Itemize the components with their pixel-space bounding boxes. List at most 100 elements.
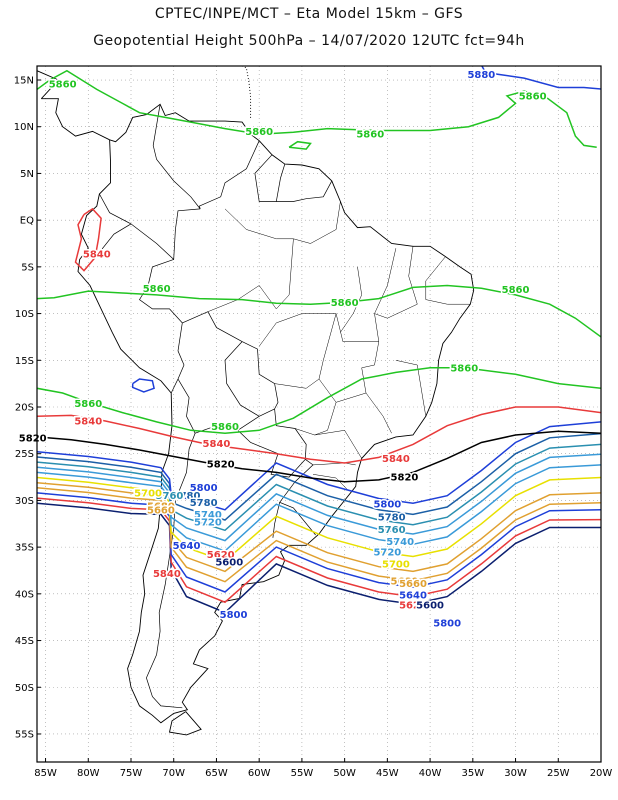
country-border <box>152 104 201 210</box>
contour-label-5860: 5860 <box>450 363 478 374</box>
contour-label-5740: 5740 <box>386 537 414 548</box>
country-border <box>237 408 307 478</box>
coastlines-and-borders <box>37 66 475 736</box>
contour-5880-line <box>481 66 601 90</box>
lat-tick-label: 40S <box>15 589 34 600</box>
contour-label-5820: 5820 <box>391 473 419 484</box>
lat-tick-label: 50S <box>15 683 34 694</box>
contour-5860-line <box>37 284 601 338</box>
contour-5740-line <box>37 453 601 542</box>
country-border <box>182 311 279 410</box>
contour-5840-line <box>37 406 601 464</box>
lat-tick-label: 5N <box>20 169 34 180</box>
lon-tick-label: 30W <box>504 768 527 779</box>
central-america-coastline <box>37 70 60 100</box>
contour-label-5860: 5860 <box>245 127 273 138</box>
lon-tick-label: 65W <box>205 768 228 779</box>
tierra-del-fuego <box>168 711 202 736</box>
lat-tick-label: 25S <box>15 449 34 460</box>
state-border <box>276 201 341 310</box>
lon-tick-label: 35W <box>462 768 485 779</box>
lon-tick-label: 55W <box>291 768 314 779</box>
state-border <box>258 248 397 347</box>
contour-label-5600: 5600 <box>416 601 444 612</box>
contour-5620-line <box>37 497 601 604</box>
contour-labels: 5880 5860 5860 5860 5860 5860 5860 5860 5860 5860… <box>17 68 548 630</box>
contour-5820-line <box>37 430 601 483</box>
contour-5760-line <box>37 443 601 532</box>
lat-tick-label: 35S <box>15 543 34 554</box>
contour-label-5780: 5780 <box>190 498 218 509</box>
contour-5860-line <box>288 140 312 150</box>
axis-labels: 15N 10N 5N EQ 5S 10S 15S 20S 25S 30S 35S 40S 45S 50S 5… <box>14 76 613 779</box>
contour-5640-line <box>37 492 601 593</box>
lon-tick-label: 40W <box>419 768 442 779</box>
state-border <box>425 256 471 305</box>
lon-tick-label: 50W <box>333 768 356 779</box>
contour-label-5840: 5840 <box>74 417 102 428</box>
contour-label-5780: 5780 <box>173 491 201 502</box>
lat-tick-label: EQ <box>20 216 34 227</box>
contour-label-5860: 5860 <box>211 422 239 433</box>
lat-lon-grid <box>37 66 601 762</box>
state-border <box>395 360 427 417</box>
state-border <box>365 392 392 434</box>
lon-tick-label: 60W <box>248 768 271 779</box>
country-border <box>177 378 275 434</box>
contour-label-5740: 5740 <box>194 510 222 521</box>
contour-label-5600: 5600 <box>215 558 243 569</box>
contour-label-5860: 5860 <box>502 285 530 296</box>
lon-tick-label: 80W <box>77 768 100 779</box>
contour-5880-line <box>131 378 155 393</box>
south-america-coastline <box>77 103 475 724</box>
contour-label-5620: 5620 <box>399 601 427 612</box>
contour-label-5760: 5760 <box>156 491 184 502</box>
contour-label-5780: 5780 <box>378 513 406 524</box>
lat-tick-label: 10S <box>15 309 34 320</box>
state-border <box>274 378 320 389</box>
country-border <box>254 154 277 202</box>
contour-lines <box>37 66 601 614</box>
contour-5660-line <box>37 487 601 583</box>
state-border <box>374 246 418 319</box>
panama-coastline <box>41 98 110 141</box>
contour-5860-line <box>37 69 597 149</box>
contour-label-5800: 5800 <box>220 610 248 621</box>
country-border <box>224 341 260 417</box>
contour-label-5660: 5660 <box>399 579 427 590</box>
contour-label-5680: 5680 <box>147 502 175 513</box>
contour-label-5820: 5820 <box>207 459 235 470</box>
contour-5600-line <box>37 502 601 614</box>
contour-label-5820: 5820 <box>19 433 47 444</box>
contour-label-5680: 5680 <box>391 576 419 587</box>
contour-label-5720: 5720 <box>194 517 222 528</box>
contour-label-5860: 5860 <box>519 91 547 102</box>
map-title-line-2: Geopotential Height 500hPa – 14/07/2020 … <box>93 33 525 49</box>
contour-label-5700: 5700 <box>382 559 410 570</box>
country-border <box>139 259 185 394</box>
state-border <box>224 208 294 240</box>
contour-5780-line <box>37 432 601 521</box>
lat-tick-label: 10N <box>14 122 34 133</box>
contour-5700-line <box>37 476 601 562</box>
contour-5840-line <box>74 207 102 272</box>
country-border <box>198 140 260 209</box>
state-border <box>318 313 380 403</box>
lon-tick-label: 45W <box>376 768 399 779</box>
contour-label-5860: 5860 <box>356 130 384 141</box>
contour-label-5640: 5640 <box>399 590 427 601</box>
lat-tick-label: 5S <box>21 262 34 273</box>
contour-label-5860: 5860 <box>331 298 359 309</box>
contour-5860-line <box>37 367 601 434</box>
country-border <box>88 223 132 258</box>
contour-label-5800: 5800 <box>433 618 461 629</box>
contour-label-5840: 5840 <box>203 439 231 450</box>
lon-tick-label: 85W <box>34 768 57 779</box>
map-background <box>37 66 601 762</box>
lat-tick-label: 30S <box>15 496 34 507</box>
map-frame <box>36 65 602 763</box>
state-border <box>312 474 350 492</box>
contour-label-5800: 5800 <box>373 500 401 511</box>
contour-label-5760: 5760 <box>378 525 406 536</box>
